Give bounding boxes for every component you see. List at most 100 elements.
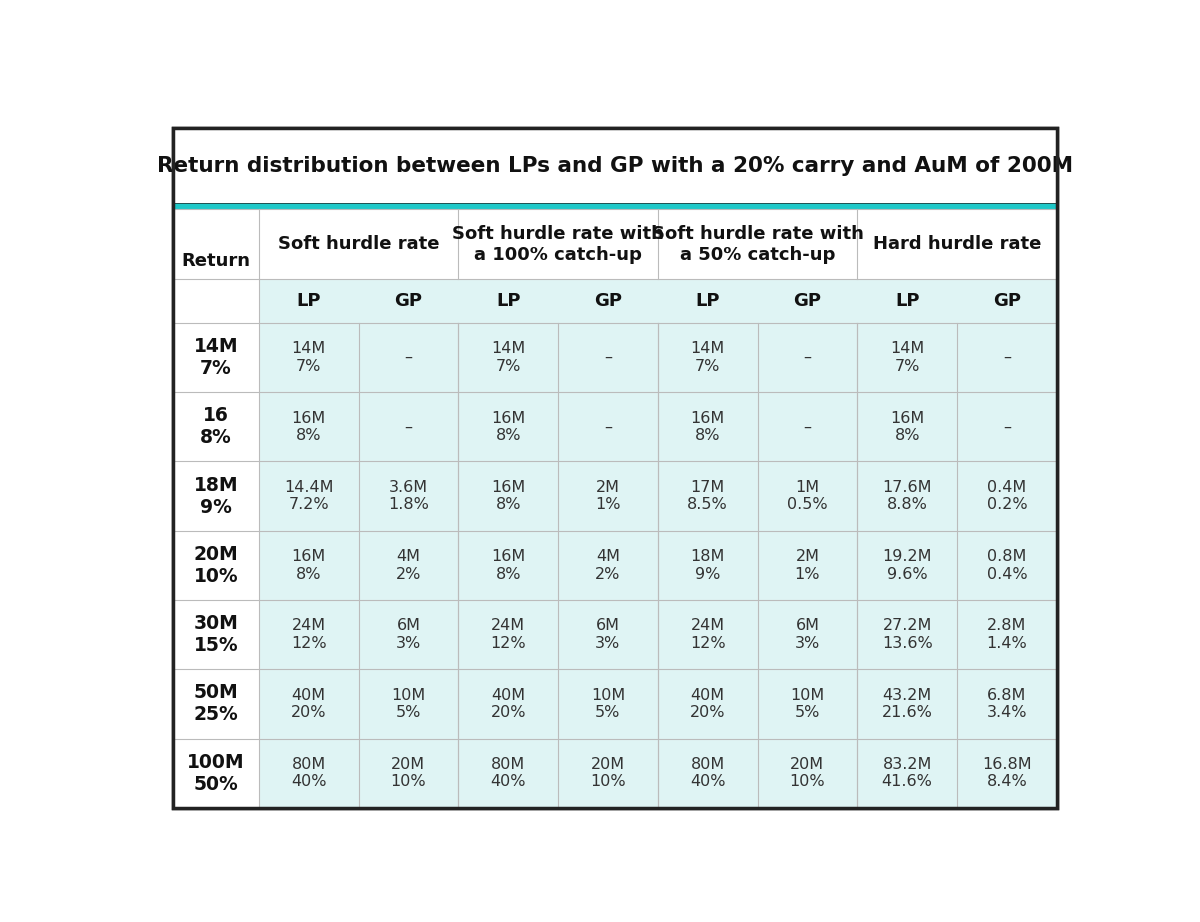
Text: 16
8%: 16 8% [200, 407, 232, 447]
Text: 18M
9%: 18M 9% [193, 476, 239, 516]
Text: 24M
12%: 24M 12% [491, 619, 526, 651]
Bar [173, 392, 259, 461]
Bar [359, 392, 458, 461]
Text: LP: LP [496, 292, 521, 310]
Bar [958, 392, 1057, 461]
Text: LP: LP [696, 292, 720, 310]
Text: –: – [604, 350, 612, 365]
Text: 0.8M
0.4%: 0.8M 0.4% [986, 550, 1027, 582]
Bar [458, 461, 558, 531]
Text: Soft hurdle rate with
a 100% catch-up: Soft hurdle rate with a 100% catch-up [452, 225, 664, 264]
Text: 14M
7%: 14M 7% [690, 341, 725, 373]
Bar [558, 669, 658, 739]
Bar [259, 323, 359, 392]
Text: 0.4M
0.2%: 0.4M 0.2% [986, 479, 1027, 513]
Text: GP: GP [594, 292, 622, 310]
Bar [958, 739, 1057, 808]
Bar [359, 739, 458, 808]
Text: 20M
10%: 20M 10% [590, 757, 625, 789]
Text: 16M
8%: 16M 8% [292, 550, 326, 582]
Text: 16M
8%: 16M 8% [292, 410, 326, 443]
Text: 17M
8.5%: 17M 8.5% [688, 479, 728, 513]
Bar [558, 392, 658, 461]
Text: 80M
40%: 80M 40% [491, 757, 526, 789]
Bar [757, 600, 857, 669]
Bar [658, 531, 757, 600]
Text: GP: GP [395, 292, 422, 310]
Bar [259, 392, 359, 461]
Text: 18M
9%: 18M 9% [690, 550, 725, 582]
Bar [359, 531, 458, 600]
Bar [658, 739, 757, 808]
Text: 14M
7%: 14M 7% [890, 341, 924, 373]
Bar [259, 739, 359, 808]
Bar [173, 323, 259, 392]
Text: 40M
20%: 40M 20% [690, 688, 726, 720]
Text: 14M
7%: 14M 7% [193, 337, 239, 378]
Bar [857, 669, 958, 739]
Bar [173, 278, 259, 323]
Text: 3.6M
1.8%: 3.6M 1.8% [388, 479, 428, 513]
Bar [558, 461, 658, 531]
Bar [259, 600, 359, 669]
Text: 19.2M
9.6%: 19.2M 9.6% [882, 550, 932, 582]
Text: –: – [803, 420, 811, 434]
Bar [458, 531, 558, 600]
Bar [757, 392, 857, 461]
Text: 4M
2%: 4M 2% [396, 550, 421, 582]
Bar [458, 600, 558, 669]
Text: 16M
8%: 16M 8% [491, 410, 526, 443]
Bar [558, 600, 658, 669]
Bar [857, 531, 958, 600]
Text: 14M
7%: 14M 7% [491, 341, 526, 373]
Bar [173, 739, 259, 808]
Text: LP: LP [895, 292, 919, 310]
Text: 14.4M
7.2%: 14.4M 7.2% [284, 479, 334, 513]
Bar [757, 531, 857, 600]
Text: Hard hurdle rate: Hard hurdle rate [872, 235, 1042, 254]
Bar [173, 203, 1057, 209]
Text: Return: Return [181, 253, 251, 270]
Text: Return distribution between LPs and GP with a 20% carry and AuM of 200M: Return distribution between LPs and GP w… [157, 156, 1073, 176]
Text: 6.8M
3.4%: 6.8M 3.4% [986, 688, 1027, 720]
Bar [173, 531, 259, 600]
Bar [958, 669, 1057, 739]
Bar [359, 323, 458, 392]
Text: 16M
8%: 16M 8% [890, 410, 924, 443]
Bar [173, 461, 259, 531]
Bar [658, 323, 757, 392]
Bar [173, 209, 1057, 278]
Bar [458, 739, 558, 808]
Bar [757, 669, 857, 739]
Bar [958, 531, 1057, 600]
Bar [658, 669, 757, 739]
Bar [857, 600, 958, 669]
Text: GP: GP [992, 292, 1021, 310]
Bar [359, 461, 458, 531]
Text: –: – [803, 350, 811, 365]
Bar [857, 461, 958, 531]
Text: 40M
20%: 40M 20% [290, 688, 326, 720]
Text: 83.2M
41.6%: 83.2M 41.6% [882, 757, 932, 789]
Bar [558, 739, 658, 808]
Text: –: – [1003, 350, 1010, 365]
Text: 4M
2%: 4M 2% [595, 550, 620, 582]
Text: 2M
1%: 2M 1% [794, 550, 820, 582]
Text: 6M
3%: 6M 3% [396, 619, 421, 651]
Text: 10M
5%: 10M 5% [791, 688, 824, 720]
Text: 24M
12%: 24M 12% [290, 619, 326, 651]
Text: Soft hurdle rate with
a 50% catch-up: Soft hurdle rate with a 50% catch-up [652, 225, 864, 264]
Bar [958, 600, 1057, 669]
Text: 10M
5%: 10M 5% [590, 688, 625, 720]
Text: 16.8M
8.4%: 16.8M 8.4% [982, 757, 1032, 789]
Bar [458, 323, 558, 392]
Text: 16M
8%: 16M 8% [690, 410, 725, 443]
Bar [458, 392, 558, 461]
Bar [958, 323, 1057, 392]
Text: GP: GP [793, 292, 821, 310]
Bar [757, 739, 857, 808]
Bar [658, 392, 757, 461]
Bar [658, 461, 757, 531]
Bar [173, 600, 259, 669]
Bar [359, 669, 458, 739]
